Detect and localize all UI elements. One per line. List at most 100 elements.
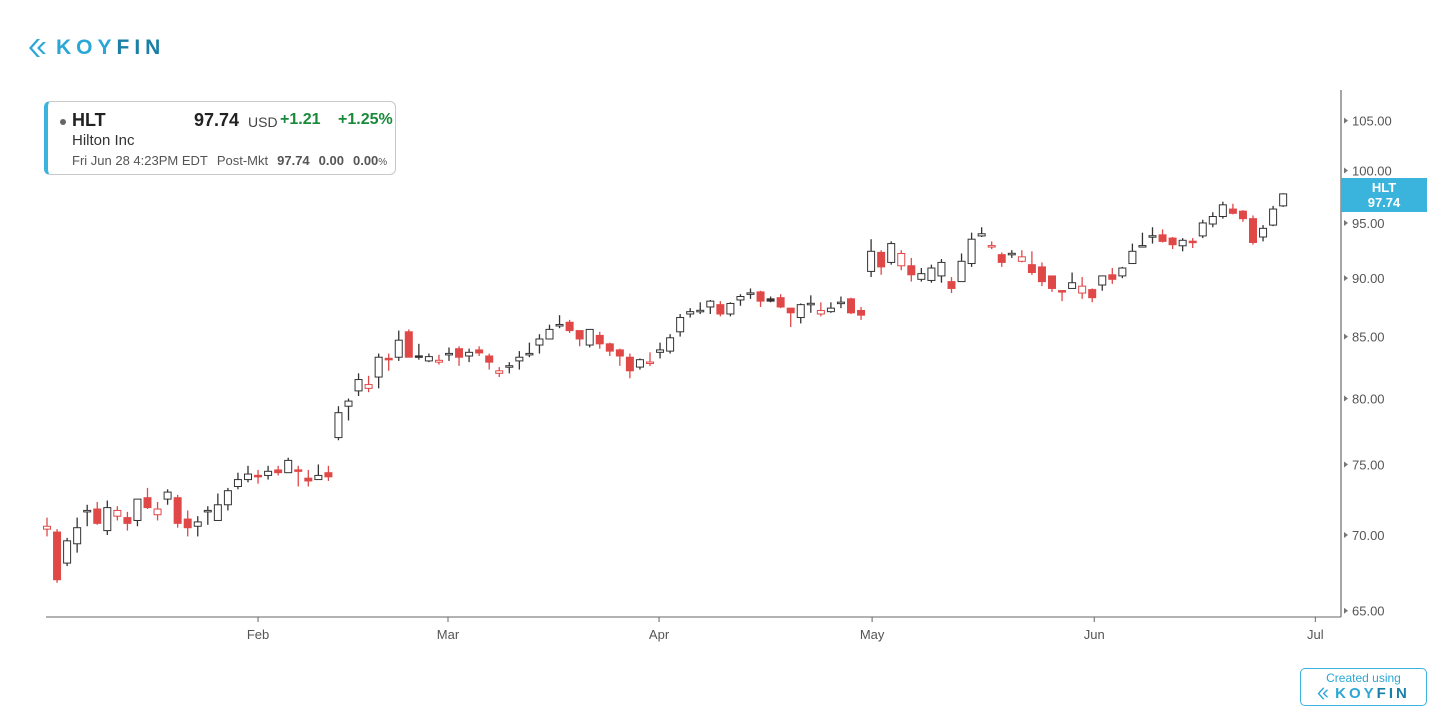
candle: [1128, 243, 1137, 265]
candle-body: [103, 507, 112, 532]
candle: [384, 353, 393, 371]
candle: [937, 259, 946, 283]
candle-body: [1249, 218, 1257, 243]
candle: [867, 239, 876, 278]
candle-body: [1118, 267, 1127, 277]
candle-body: [686, 311, 695, 315]
candle: [143, 487, 152, 510]
candle: [1148, 227, 1157, 244]
candle: [615, 348, 624, 366]
candle-body: [766, 298, 775, 302]
candle-body: [967, 238, 976, 265]
quote-panel: HLT 97.74 USD +1.21 +1.25% Hilton Inc Fr…: [44, 101, 396, 175]
candle-body: [696, 309, 705, 313]
candle-body: [1017, 256, 1026, 262]
y-tick-label: 90.00: [1352, 271, 1385, 286]
candle-body: [806, 302, 815, 306]
y-tick-label: 80.00: [1352, 392, 1385, 407]
candle-body: [515, 356, 524, 362]
candle-body: [495, 370, 504, 374]
candle: [826, 302, 835, 313]
candle-body: [53, 531, 62, 581]
candle: [595, 331, 604, 349]
candle-body: [786, 307, 795, 314]
candle: [233, 472, 242, 490]
candle-body: [525, 352, 534, 356]
candle-body: [1198, 222, 1207, 237]
post-market-change: 0.00: [318, 153, 344, 168]
candle-body: [143, 497, 152, 509]
candle: [987, 241, 996, 250]
candle-body: [977, 233, 986, 237]
koyfin-chevron-icon: [1317, 687, 1329, 700]
y-tick-marker: [1344, 333, 1348, 340]
candle-body: [917, 273, 926, 280]
candle: [73, 517, 82, 553]
candle-body: [635, 359, 644, 368]
y-tick-marker: [1344, 219, 1348, 226]
candle-body: [465, 351, 474, 357]
candle: [947, 277, 956, 294]
candle-body: [585, 328, 594, 346]
candle-body: [897, 253, 906, 267]
candle-body: [314, 474, 323, 481]
candle: [53, 529, 62, 583]
ticker-symbol: HLT: [72, 110, 106, 130]
candle-body: [666, 337, 675, 352]
candle: [535, 334, 544, 354]
y-tick-marker: [1344, 275, 1348, 282]
candle-body: [625, 356, 634, 372]
candle-body: [716, 304, 725, 315]
candle: [304, 469, 313, 487]
x-tick-label: Jul: [1307, 627, 1324, 642]
candle: [1058, 290, 1067, 302]
candle-body: [877, 251, 886, 268]
candle-body: [1259, 227, 1268, 238]
candle-body: [384, 357, 393, 361]
candle: [43, 517, 51, 537]
candle-body: [1027, 264, 1036, 274]
candle: [274, 465, 283, 476]
y-tick-label: 85.00: [1352, 330, 1385, 345]
candle-body: [213, 504, 222, 521]
candle-body: [1228, 208, 1237, 214]
candle-body: [284, 459, 293, 474]
candle: [505, 362, 514, 374]
candle-body: [1128, 250, 1137, 265]
candle: [414, 343, 423, 360]
candle: [1238, 210, 1247, 222]
candle: [424, 353, 433, 363]
candle-body: [857, 309, 866, 316]
candle: [1108, 268, 1117, 284]
candle: [1158, 229, 1167, 243]
candle-body: [545, 328, 554, 340]
koyfin-logo-text: KOYFIN: [1335, 685, 1410, 702]
candle-body: [434, 359, 443, 363]
created-using-koyfin[interactable]: Created using KOYFIN: [1300, 668, 1427, 706]
logo-part2: FIN: [1376, 685, 1410, 702]
candle: [696, 302, 705, 314]
candle-body: [1058, 290, 1067, 293]
candle-body: [575, 330, 584, 340]
candle-body: [153, 508, 162, 516]
logo-part1: KOY: [1335, 685, 1377, 702]
candle-body: [424, 356, 433, 362]
candle-body: [334, 412, 343, 439]
candle: [766, 296, 775, 303]
candle: [83, 504, 92, 527]
candle: [847, 297, 855, 314]
candle-body: [475, 349, 484, 354]
candle: [726, 302, 735, 317]
candle: [314, 464, 323, 481]
candle-body: [264, 470, 273, 476]
x-tick-label: May: [860, 627, 885, 642]
candle: [404, 329, 413, 358]
candle: [153, 501, 162, 521]
candle-body: [1078, 285, 1087, 294]
candle-body: [505, 365, 514, 368]
candle: [445, 347, 453, 361]
candle: [324, 465, 333, 481]
candle-body: [997, 254, 1006, 263]
candle: [1098, 275, 1107, 291]
